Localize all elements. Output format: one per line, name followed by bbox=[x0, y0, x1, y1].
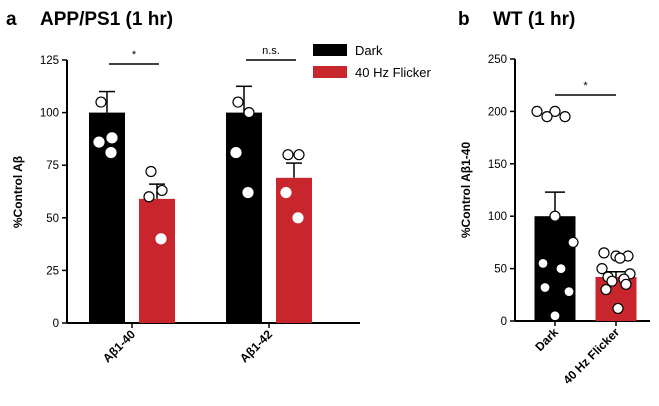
data-point bbox=[105, 146, 117, 159]
legend-swatch-dark bbox=[313, 44, 347, 56]
panel-letter-a: a bbox=[6, 9, 17, 30]
data-point bbox=[292, 212, 304, 224]
data-point bbox=[537, 257, 549, 269]
data-point bbox=[598, 247, 610, 259]
data-point bbox=[541, 111, 553, 123]
bar bbox=[534, 216, 576, 321]
y-tick-label: 0 bbox=[53, 318, 59, 330]
y-tick-label: 50 bbox=[46, 213, 59, 225]
y-tick-label: 100 bbox=[40, 108, 59, 120]
significance-label: n.s. bbox=[262, 45, 280, 57]
y-tick-label: 50 bbox=[494, 264, 507, 276]
y-tick-label: 250 bbox=[488, 54, 507, 66]
legend-label-dark: Dark bbox=[355, 43, 383, 58]
data-point bbox=[549, 210, 561, 222]
panel-b-y-axis-title: %Control Aβ1-40 bbox=[459, 142, 473, 239]
data-point bbox=[555, 263, 567, 275]
legend-label-flicker: 40 Hz Flicker bbox=[355, 65, 432, 80]
y-tick-label: 0 bbox=[501, 316, 507, 328]
panel-b: b WT (1 hr) %Control Aβ1-40 0 50 100 150 200… bbox=[458, 9, 650, 387]
data-point bbox=[232, 96, 244, 108]
panel-a-points bbox=[93, 96, 305, 245]
data-point bbox=[243, 106, 255, 119]
data-point bbox=[145, 165, 157, 178]
y-tick-label: 125 bbox=[40, 55, 59, 67]
y-tick-label: 100 bbox=[488, 211, 507, 223]
panel-a-title: APP/PS1 (1 hr) bbox=[40, 9, 173, 30]
data-point bbox=[549, 105, 561, 118]
significance-label: * bbox=[583, 80, 588, 92]
data-point bbox=[280, 186, 292, 199]
data-point bbox=[155, 233, 167, 245]
data-point bbox=[156, 184, 168, 197]
data-point bbox=[531, 105, 543, 118]
data-point bbox=[93, 136, 105, 148]
data-point bbox=[606, 275, 618, 287]
data-point bbox=[143, 191, 155, 203]
panel-b-significance: * bbox=[555, 80, 616, 96]
x-tick-label: Dark bbox=[532, 325, 561, 354]
y-tick-label: 25 bbox=[46, 265, 59, 277]
panel-a: a APP/PS1 (1 hr) %Control Aβ 0 25 50 75 100 1… bbox=[6, 9, 432, 365]
data-point bbox=[596, 263, 608, 275]
data-point bbox=[620, 278, 632, 290]
data-point bbox=[559, 111, 571, 123]
x-tick-label: Aβ1-40 bbox=[100, 327, 138, 365]
data-point bbox=[539, 281, 551, 294]
x-tick-label: Aβ1-42 bbox=[237, 327, 275, 365]
data-point bbox=[614, 252, 626, 264]
panel-b-points bbox=[531, 105, 636, 322]
y-tick-label: 200 bbox=[488, 106, 507, 118]
panel-a-bars bbox=[89, 85, 312, 323]
data-point bbox=[600, 283, 612, 296]
bar bbox=[139, 198, 175, 323]
data-point bbox=[549, 310, 561, 322]
data-point bbox=[242, 186, 254, 199]
y-tick-label: 150 bbox=[488, 159, 507, 171]
data-point bbox=[106, 132, 118, 144]
significance-label: * bbox=[132, 49, 137, 61]
bar bbox=[89, 112, 125, 323]
data-point bbox=[612, 302, 624, 315]
panel-a-legend: Dark 40 Hz Flicker bbox=[313, 43, 432, 80]
panel-a-significance: * n.s. bbox=[109, 45, 296, 65]
data-point bbox=[282, 149, 294, 161]
panel-b-title: WT (1 hr) bbox=[493, 9, 575, 30]
legend-swatch-flicker bbox=[313, 66, 347, 78]
bar bbox=[226, 112, 262, 323]
x-tick-label: 40 Hz Flicker bbox=[560, 325, 622, 387]
bar bbox=[276, 177, 312, 323]
panel-a-y-axis-title: %Control Aβ bbox=[11, 156, 25, 228]
data-point bbox=[230, 146, 242, 159]
data-point bbox=[563, 286, 575, 298]
y-tick-label: 75 bbox=[46, 160, 59, 172]
panel-letter-b: b bbox=[458, 9, 470, 30]
data-point bbox=[293, 149, 305, 161]
data-point bbox=[567, 236, 579, 248]
data-point bbox=[95, 96, 107, 108]
